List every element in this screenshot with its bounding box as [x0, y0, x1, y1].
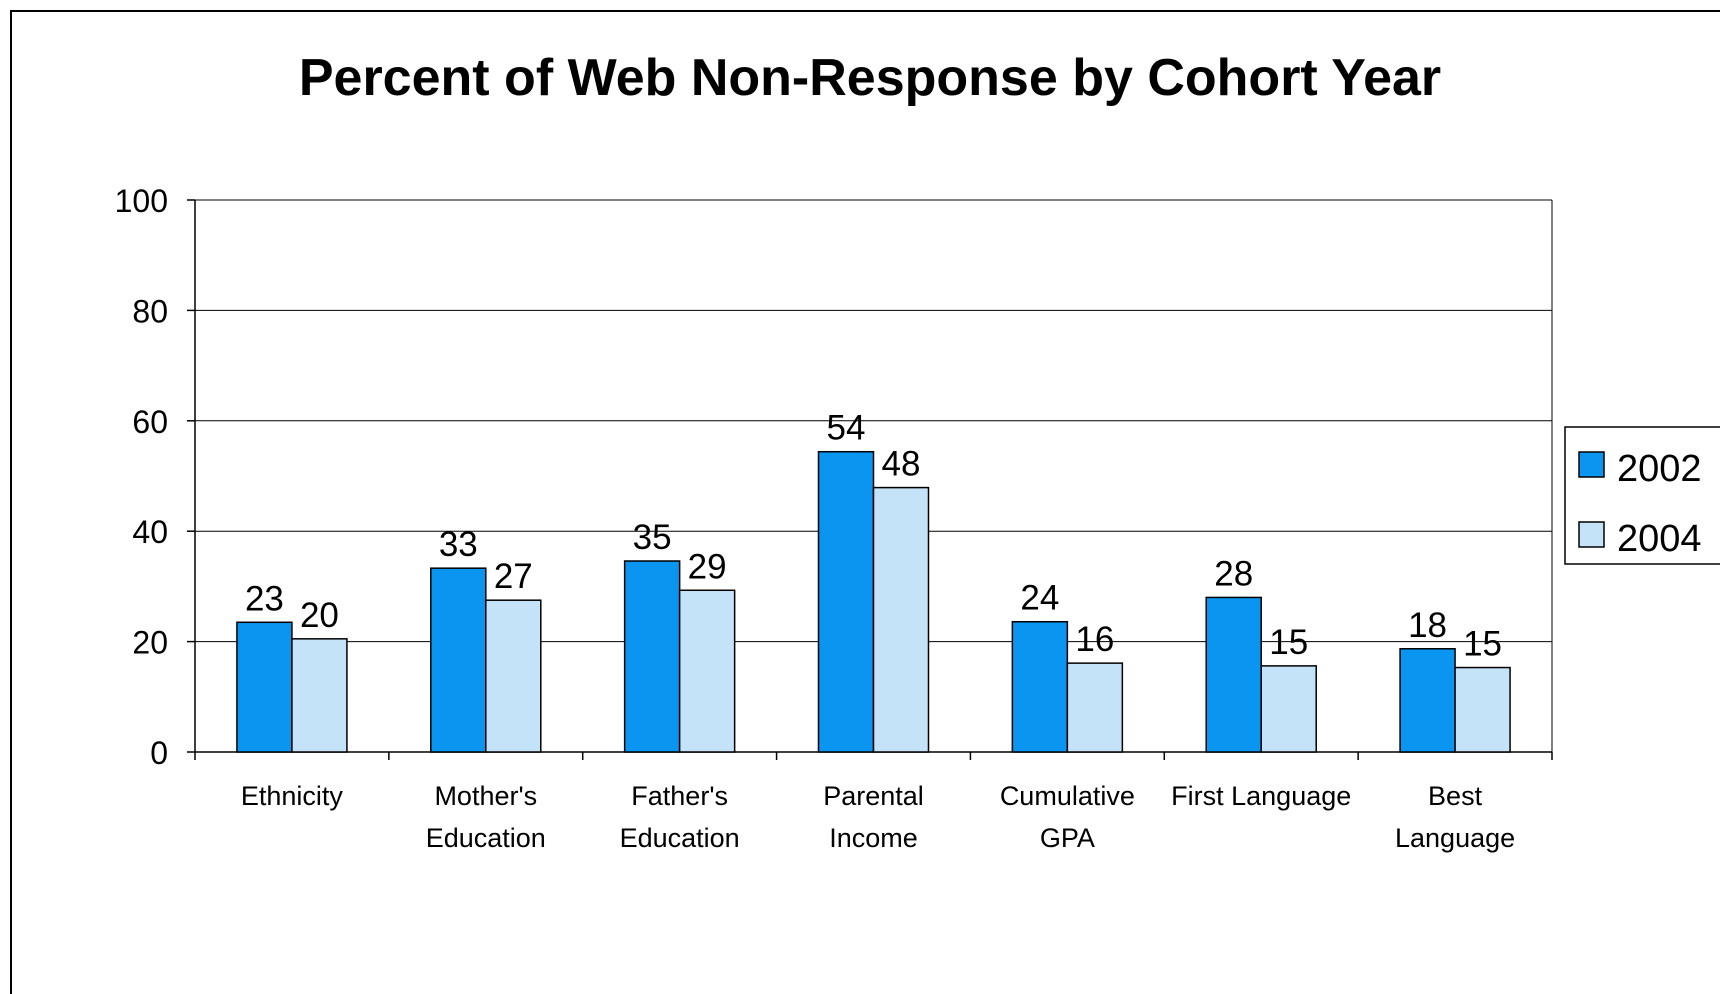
y-tick-label: 40: [132, 514, 168, 550]
data-label-2004-6: 15: [1463, 625, 1502, 664]
x-tick-label: Parental: [823, 781, 924, 811]
legend-label-2002: 2002: [1617, 448, 1702, 490]
data-label-2002-1: 33: [439, 525, 478, 564]
y-tick-label: 0: [150, 735, 168, 771]
bars: [236, 450, 1511, 753]
chart-title: Percent of Web Non-Response by Cohort Ye…: [299, 49, 1441, 107]
data-label-2004-0: 20: [300, 596, 339, 635]
data-label-2004-2: 29: [688, 547, 727, 586]
bar-2004-1: [485, 599, 542, 753]
data-label-2002-6: 18: [1408, 606, 1447, 645]
data-label-2002-0: 23: [245, 579, 284, 618]
y-tick-label: 80: [132, 293, 168, 329]
x-tick-label: GPA: [1040, 823, 1095, 853]
bar-2002-6: [1399, 648, 1456, 753]
x-tick-label: Mother's: [434, 781, 537, 811]
bar-2004-5: [1260, 665, 1317, 753]
bar-2002-3: [817, 450, 875, 753]
x-tick-label: Education: [620, 823, 740, 853]
x-tick-label: Language: [1395, 823, 1515, 853]
legend-swatch-2004: [1578, 521, 1605, 548]
data-label-2002-3: 54: [827, 409, 866, 448]
data-labels: 23 20 33 27 35 29 54 48 24 16 28 15 18 15: [245, 409, 1502, 664]
legend: 2002 2004: [1564, 426, 1720, 565]
y-tick-label: 100: [115, 183, 168, 219]
data-label-2002-2: 35: [633, 518, 672, 557]
legend-swatch-2002: [1578, 451, 1605, 478]
y-tick-label: 20: [132, 625, 168, 661]
bar-2004-0: [291, 638, 348, 753]
legend-label-2004: 2004: [1617, 518, 1702, 560]
x-tick-label: Cumulative: [1000, 781, 1135, 811]
data-label-2004-3: 48: [882, 445, 921, 484]
x-tick-labels: Ethnicity Mother's Education Father's Educat…: [241, 781, 1515, 853]
bar-2002-1: [430, 567, 487, 753]
bar-2004-3: [872, 486, 930, 753]
y-axis: 0 20 40 60 80 100: [115, 183, 196, 771]
data-label-2002-4: 24: [1020, 579, 1059, 618]
x-tick-label: Education: [426, 823, 546, 853]
bar-2004-4: [1066, 662, 1124, 753]
bar-2002-0: [236, 621, 293, 753]
y-tick-label: 60: [132, 404, 168, 440]
data-label-2004-5: 15: [1269, 623, 1308, 662]
x-tick-label: Father's: [631, 781, 728, 811]
data-label-2004-4: 16: [1075, 620, 1114, 659]
x-tick-label: First Language: [1171, 781, 1351, 811]
x-axis: [194, 751, 1553, 760]
x-tick-label: Ethnicity: [241, 781, 344, 811]
data-label-2004-1: 27: [494, 557, 533, 596]
bar-2002-2: [623, 560, 681, 753]
x-tick-label: Best: [1428, 781, 1483, 811]
bar-2004-2: [678, 589, 736, 753]
bar-2004-6: [1454, 666, 1511, 753]
bar-2002-4: [1011, 620, 1069, 753]
data-label-2002-5: 28: [1214, 554, 1253, 593]
chart-frame: [10, 10, 1720, 994]
bar-2002-5: [1205, 596, 1262, 753]
x-tick-label: Income: [829, 823, 918, 853]
